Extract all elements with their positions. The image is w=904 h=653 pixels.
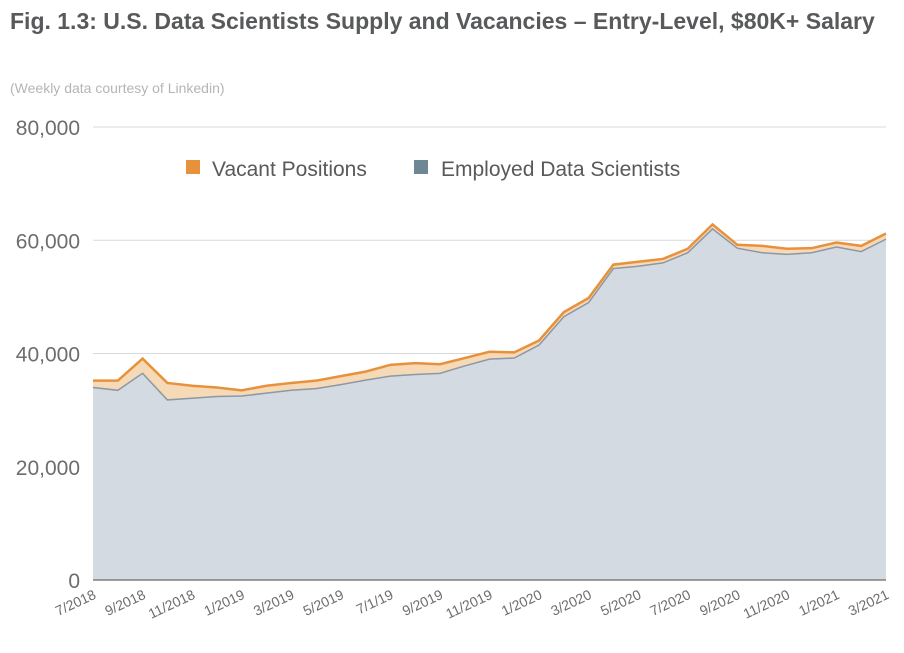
line-vacant-positions <box>93 222 887 392</box>
x-tick-label: 3/2020 <box>548 586 594 619</box>
x-tick-label: 9/2019 <box>400 586 446 619</box>
x-tick-label: 9/2018 <box>102 586 148 619</box>
x-tick-label: 7/2020 <box>647 586 693 619</box>
y-tick-label: 40,000 <box>16 344 80 367</box>
chart-subtitle: (Weekly data courtesy of Linkedin) <box>10 80 225 96</box>
x-tick-label: 3/2019 <box>251 586 297 619</box>
x-tick-label: 11/2018 <box>146 586 198 622</box>
legend-label-vacant: Vacant Positions <box>212 158 367 181</box>
x-tick-label: 1/2021 <box>796 586 842 619</box>
legend-label-employed: Employed Data Scientists <box>441 158 680 181</box>
y-axis-ticks: 0 20,000 40,000 60,000 80,000 <box>16 117 80 593</box>
x-tick-label: 3/2021 <box>846 586 892 619</box>
line-employed-data-scientists <box>92 227 887 401</box>
y-tick-label: 0 <box>68 570 80 593</box>
legend-swatch-employed <box>414 160 428 174</box>
x-tick-label: 11/2020 <box>740 586 792 622</box>
y-tick-label: 80,000 <box>16 117 80 140</box>
x-tick-label: 1/2020 <box>499 586 545 619</box>
y-tick-label: 60,000 <box>16 230 80 253</box>
x-tick-label: 5/2019 <box>301 586 347 619</box>
x-tick-label: 5/2020 <box>598 586 644 619</box>
legend: Vacant Positions Employed Data Scientist… <box>186 158 680 181</box>
legend-swatch-vacant <box>186 160 200 174</box>
x-tick-label: 1/2019 <box>201 586 247 619</box>
y-tick-label: 20,000 <box>16 457 80 480</box>
x-tick-label: 7/1/19 <box>354 586 396 617</box>
area-employed-data-scientists <box>93 228 886 581</box>
areas <box>92 222 887 581</box>
chart-title: Fig. 1.3: U.S. Data Scientists Supply an… <box>10 8 875 34</box>
x-tick-label: 9/2020 <box>697 586 743 619</box>
x-tick-label: 11/2019 <box>443 586 495 622</box>
